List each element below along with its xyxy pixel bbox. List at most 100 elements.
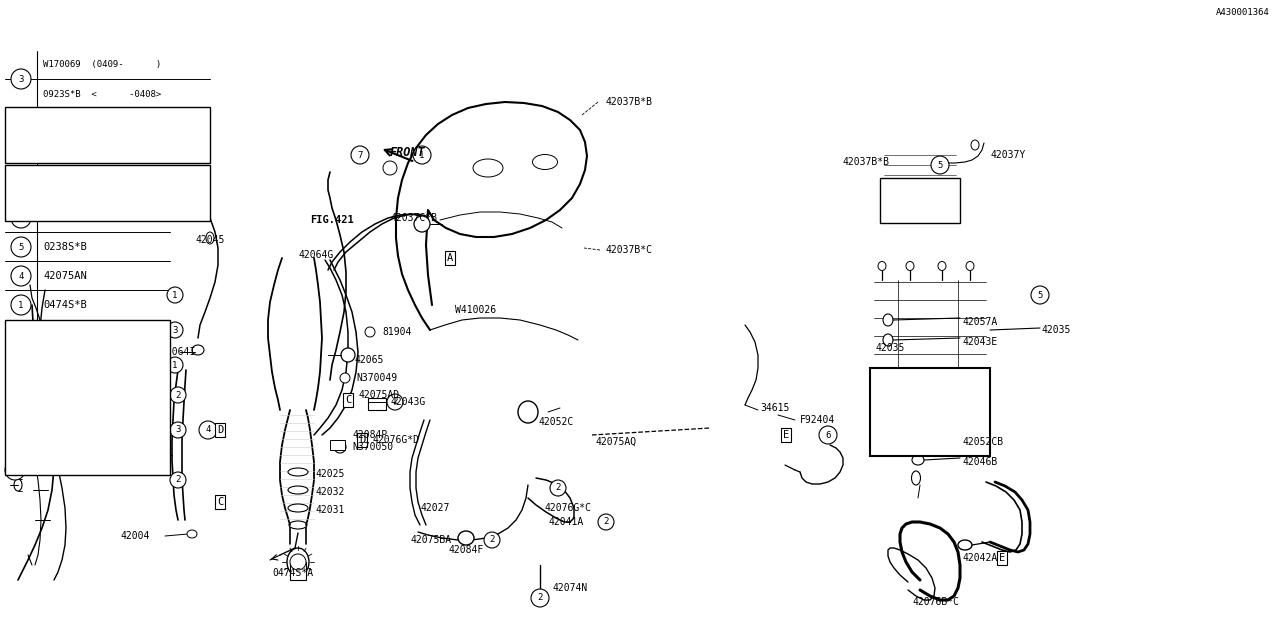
Text: F92404: F92404 bbox=[800, 415, 836, 425]
Circle shape bbox=[931, 156, 948, 174]
Ellipse shape bbox=[913, 435, 924, 445]
Text: 42032: 42032 bbox=[315, 487, 344, 497]
Text: 0923S*B  <      -0408>: 0923S*B < -0408> bbox=[44, 90, 161, 99]
Circle shape bbox=[819, 426, 837, 444]
Text: 42084F: 42084F bbox=[448, 545, 484, 555]
Text: 2: 2 bbox=[175, 476, 180, 484]
Bar bbox=[881, 178, 960, 223]
Ellipse shape bbox=[518, 401, 538, 423]
Text: 42052C: 42052C bbox=[538, 417, 573, 427]
Circle shape bbox=[198, 421, 218, 439]
Ellipse shape bbox=[206, 232, 214, 244]
Text: 42035: 42035 bbox=[1042, 325, 1071, 335]
Ellipse shape bbox=[906, 262, 914, 271]
Ellipse shape bbox=[288, 504, 308, 512]
Text: D: D bbox=[216, 425, 223, 435]
Text: 42075AD: 42075AD bbox=[358, 390, 399, 400]
Ellipse shape bbox=[966, 378, 974, 387]
Ellipse shape bbox=[878, 262, 886, 271]
Text: 4: 4 bbox=[205, 426, 211, 435]
Circle shape bbox=[12, 295, 31, 315]
Circle shape bbox=[12, 237, 31, 257]
Bar bbox=[291, 562, 306, 580]
Text: D: D bbox=[358, 435, 365, 445]
Text: 42045: 42045 bbox=[195, 235, 224, 245]
Text: 5: 5 bbox=[937, 161, 942, 170]
Text: 42043E: 42043E bbox=[963, 337, 997, 347]
Text: 0238S*A: 0238S*A bbox=[44, 184, 87, 194]
Text: 2: 2 bbox=[489, 536, 494, 545]
Text: 3: 3 bbox=[18, 74, 24, 83]
Text: 42004: 42004 bbox=[120, 531, 150, 541]
Text: 0474S*B: 0474S*B bbox=[44, 300, 87, 310]
Text: 42052CB: 42052CB bbox=[963, 437, 1004, 447]
Circle shape bbox=[12, 179, 31, 199]
Text: 42031: 42031 bbox=[315, 505, 344, 515]
Circle shape bbox=[387, 394, 403, 410]
Ellipse shape bbox=[192, 345, 204, 355]
Text: 1: 1 bbox=[18, 301, 24, 310]
Ellipse shape bbox=[938, 378, 946, 387]
Text: 42075AN: 42075AN bbox=[44, 271, 87, 281]
Bar bbox=[29, 388, 70, 443]
Circle shape bbox=[166, 287, 183, 303]
Text: 42075AQ: 42075AQ bbox=[595, 437, 636, 447]
Text: 0923S*A  <      -0408>: 0923S*A < -0408> bbox=[44, 147, 161, 157]
Text: 2: 2 bbox=[538, 593, 543, 602]
Ellipse shape bbox=[883, 334, 893, 346]
Text: 42037B*B: 42037B*B bbox=[605, 97, 652, 107]
Bar bbox=[5, 165, 210, 221]
Text: 42074N: 42074N bbox=[552, 583, 588, 593]
Circle shape bbox=[413, 146, 431, 164]
Text: 34615: 34615 bbox=[760, 403, 790, 413]
Text: W170069  (0409-      ): W170069 (0409- ) bbox=[44, 60, 161, 68]
Ellipse shape bbox=[883, 314, 893, 326]
Circle shape bbox=[12, 208, 31, 228]
Text: 42064I: 42064I bbox=[160, 347, 196, 357]
Text: FIG.421: FIG.421 bbox=[310, 215, 353, 225]
Circle shape bbox=[351, 146, 369, 164]
Circle shape bbox=[291, 554, 306, 570]
Ellipse shape bbox=[966, 262, 974, 271]
Text: 42042A: 42042A bbox=[963, 553, 997, 563]
Circle shape bbox=[12, 69, 31, 89]
Text: 42046B: 42046B bbox=[963, 457, 997, 467]
Text: 6: 6 bbox=[826, 431, 831, 440]
Text: E: E bbox=[998, 553, 1005, 563]
Ellipse shape bbox=[334, 441, 346, 453]
Text: 2: 2 bbox=[603, 518, 609, 527]
Text: 42037Y: 42037Y bbox=[989, 150, 1025, 160]
Circle shape bbox=[531, 589, 549, 607]
Bar bbox=[369, 398, 387, 410]
Ellipse shape bbox=[187, 530, 197, 538]
Text: 42027: 42027 bbox=[420, 503, 449, 513]
Circle shape bbox=[170, 387, 186, 403]
Circle shape bbox=[166, 322, 183, 338]
Bar bbox=[330, 440, 346, 450]
Text: 1: 1 bbox=[173, 360, 178, 369]
Text: N370049: N370049 bbox=[356, 373, 397, 383]
Text: 0238S*B: 0238S*B bbox=[44, 242, 87, 252]
Circle shape bbox=[5, 460, 26, 480]
Ellipse shape bbox=[957, 540, 972, 550]
Text: 42037B*B: 42037B*B bbox=[842, 157, 890, 167]
Ellipse shape bbox=[340, 348, 355, 362]
Circle shape bbox=[1030, 286, 1050, 304]
Text: 42025: 42025 bbox=[315, 469, 344, 479]
Text: 42041A: 42041A bbox=[548, 517, 584, 527]
Text: 0474S*A: 0474S*A bbox=[273, 568, 314, 578]
Text: 2: 2 bbox=[175, 390, 180, 399]
Ellipse shape bbox=[913, 455, 924, 465]
Ellipse shape bbox=[458, 531, 474, 545]
Text: 42037B*C: 42037B*C bbox=[605, 245, 652, 255]
Text: 6: 6 bbox=[18, 214, 24, 223]
Text: 42076G*D: 42076G*D bbox=[372, 435, 419, 445]
Circle shape bbox=[484, 532, 500, 548]
Text: 42065: 42065 bbox=[355, 355, 384, 365]
Ellipse shape bbox=[878, 378, 886, 387]
Bar bbox=[870, 368, 989, 456]
Circle shape bbox=[12, 266, 31, 286]
Text: 4: 4 bbox=[18, 271, 24, 280]
Ellipse shape bbox=[906, 378, 914, 387]
Circle shape bbox=[166, 357, 183, 373]
